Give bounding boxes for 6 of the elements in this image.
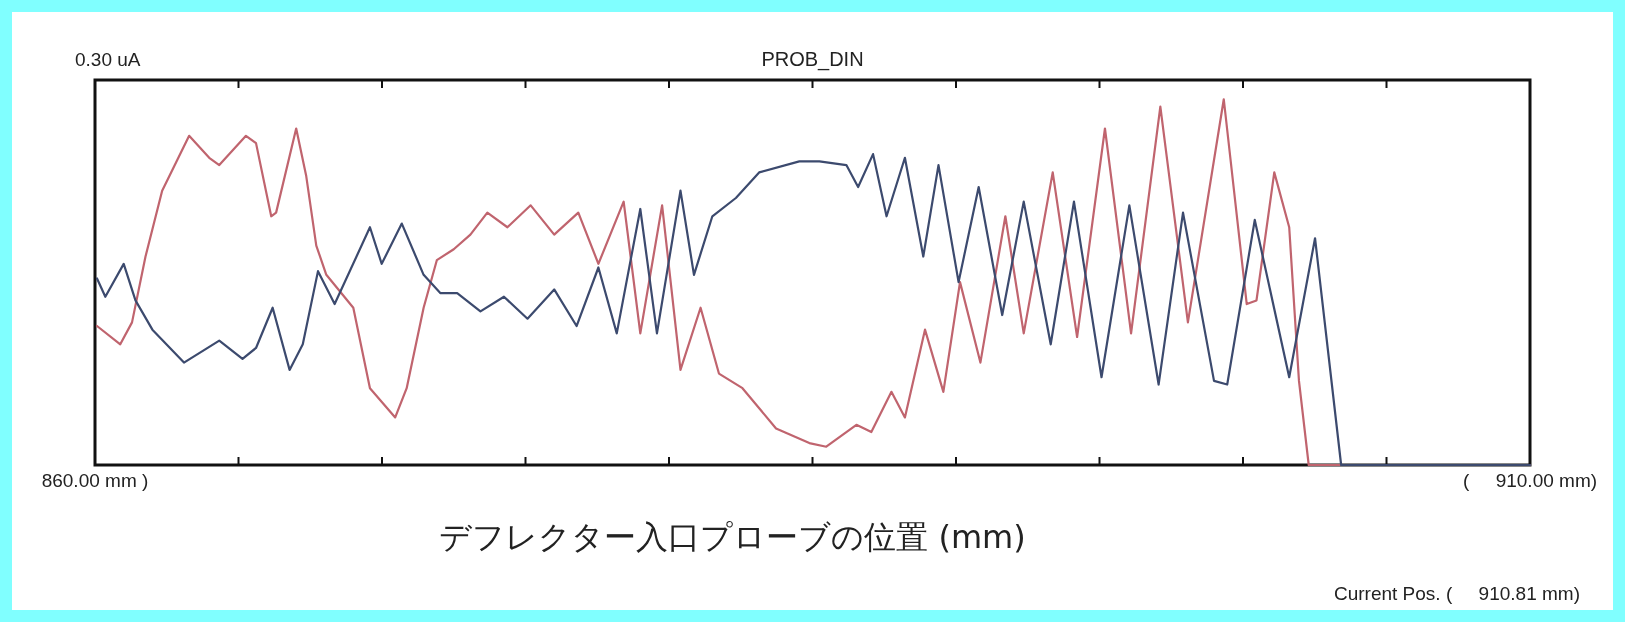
x-tick-label: ( 910.00 mm) xyxy=(1462,470,1598,491)
text: Current Pos. ( 910.81 mm) xyxy=(1333,583,1580,604)
text: 0.30 uA xyxy=(75,49,141,70)
chart-title: PROB_DIN xyxy=(761,48,864,71)
x-axis-title: デフレクター入口プローブの位置 (mm) xyxy=(439,518,1026,556)
x-tick-label: 860.00 mm ) xyxy=(41,470,149,491)
